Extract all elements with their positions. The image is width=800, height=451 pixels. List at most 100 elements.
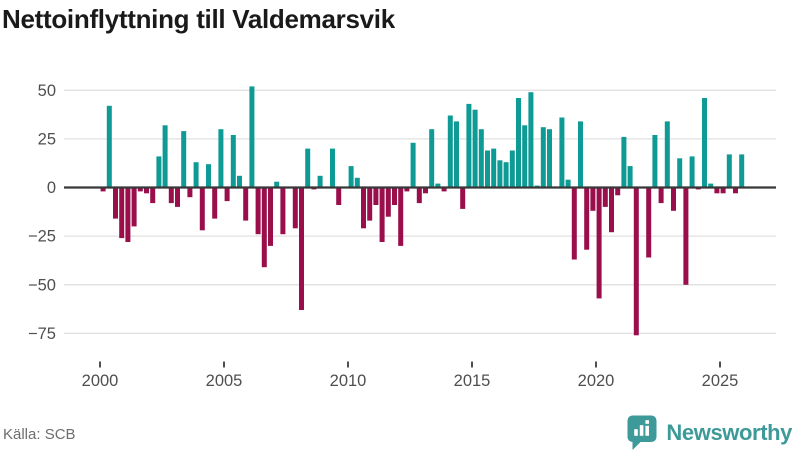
bar-2006-q2 bbox=[255, 187, 261, 235]
bar-2004-q3 bbox=[212, 187, 218, 219]
y-tick-label--25: −25 bbox=[28, 228, 56, 246]
bar-2022-q2 bbox=[652, 135, 658, 188]
bar-2024-q3 bbox=[708, 183, 714, 188]
y-tick-label-0: 0 bbox=[47, 179, 56, 197]
bar-2016-q2 bbox=[503, 162, 509, 188]
logo-bar-2 bbox=[640, 425, 644, 436]
bar-2019-q4 bbox=[590, 187, 596, 211]
newsworthy-bubble-barchart-icon bbox=[627, 415, 657, 450]
y-tick-label-50: 50 bbox=[38, 82, 56, 100]
bar-2004-q4 bbox=[218, 129, 224, 188]
bar-2008-q1 bbox=[299, 187, 304, 310]
x-tick-label-2005: 2005 bbox=[206, 372, 243, 390]
bar-2016-q4 bbox=[516, 98, 521, 188]
bar-2024-q4 bbox=[714, 187, 720, 194]
bar-2015-q3 bbox=[485, 150, 490, 188]
bar-2007-q4 bbox=[292, 187, 298, 229]
bar-2001-q1 bbox=[125, 187, 131, 242]
x-tick-label-2015: 2015 bbox=[454, 372, 491, 390]
bar-2012-q1 bbox=[398, 187, 404, 246]
y-tick-label--75: −75 bbox=[28, 325, 56, 343]
x-tick-label-2025: 2025 bbox=[702, 372, 739, 390]
x-tick-label-2000: 2000 bbox=[82, 372, 119, 390]
bar-2006-q1 bbox=[249, 86, 255, 188]
bar-2000-q3 bbox=[113, 187, 118, 219]
bar-2005-q3 bbox=[237, 175, 242, 188]
bar-2011-q1 bbox=[373, 187, 379, 205]
bar-2020-q1 bbox=[596, 187, 602, 299]
logo-exclamation-bar bbox=[645, 425, 650, 436]
bar-2025-q3 bbox=[733, 187, 738, 194]
bar-2013-q2 bbox=[429, 129, 435, 188]
bar-2010-q1 bbox=[348, 166, 354, 188]
bar-2002-q1 bbox=[150, 187, 156, 204]
newsworthy-wordmark: Newsworthy bbox=[666, 420, 792, 445]
bar-2013-q4 bbox=[441, 187, 447, 192]
logo-exclamation-dot bbox=[645, 420, 650, 424]
bar-2015-q2 bbox=[478, 129, 484, 188]
bar-2014-q4 bbox=[466, 103, 472, 188]
bar-2025-q4 bbox=[739, 154, 745, 188]
x-tick-label-2020: 2020 bbox=[578, 372, 615, 390]
bar-2011-q4 bbox=[392, 187, 397, 205]
bar-2008-q2 bbox=[305, 148, 311, 188]
bar-2001-q3 bbox=[137, 187, 143, 192]
bar-2018-q1 bbox=[547, 129, 552, 188]
bar-2020-q2 bbox=[602, 187, 608, 207]
bar-2000-q4 bbox=[119, 187, 125, 239]
bar-2010-q3 bbox=[361, 187, 366, 229]
bar-2025-q2 bbox=[726, 154, 732, 188]
bar-2009-q2 bbox=[330, 148, 335, 188]
bar-2007-q1 bbox=[274, 181, 280, 188]
bar-2018-q3 bbox=[559, 117, 565, 188]
bar-2022-q3 bbox=[658, 187, 664, 204]
bar-2000-q2 bbox=[106, 105, 112, 188]
bar-2002-q3 bbox=[162, 125, 168, 188]
bar-2023-q4 bbox=[689, 156, 695, 188]
bar-2003-q1 bbox=[175, 187, 180, 207]
bar-2012-q2 bbox=[404, 187, 410, 192]
bar-2025-q1 bbox=[720, 187, 726, 194]
bar-2021-q3 bbox=[633, 187, 639, 336]
bar-2010-q4 bbox=[367, 187, 373, 221]
bar-2007-q2 bbox=[280, 187, 286, 235]
y-tick-label--50: −50 bbox=[28, 276, 56, 294]
bar-2002-q2 bbox=[156, 156, 162, 188]
logo-bar-1 bbox=[634, 429, 639, 436]
bar-2009-q3 bbox=[336, 187, 342, 205]
bar-2023-q2 bbox=[677, 158, 683, 188]
bar-2011-q2 bbox=[379, 187, 385, 242]
bar-2010-q2 bbox=[354, 177, 360, 188]
bar-2013-q1 bbox=[423, 187, 428, 194]
chart-title: Nettoinflyttning till Valdemarsvik bbox=[2, 4, 395, 34]
bar-2019-q3 bbox=[584, 187, 590, 250]
bar-2023-q3 bbox=[683, 187, 689, 285]
bar-2020-q4 bbox=[615, 187, 621, 196]
bar-2021-q2 bbox=[627, 166, 633, 188]
bar-2019-q1 bbox=[571, 187, 577, 260]
bar-2021-q1 bbox=[621, 136, 627, 188]
x-tick-label-2010: 2010 bbox=[330, 372, 367, 390]
bar-2022-q4 bbox=[664, 121, 670, 188]
bar-2001-q4 bbox=[144, 187, 149, 194]
source-label: Källa: SCB bbox=[3, 426, 76, 443]
bar-2020-q3 bbox=[609, 187, 614, 233]
bar-2014-q2 bbox=[454, 121, 459, 188]
bar-2017-q1 bbox=[522, 125, 528, 188]
bar-2000-q1 bbox=[100, 187, 106, 192]
bar-2018-q4 bbox=[565, 179, 571, 188]
bar-2011-q3 bbox=[385, 187, 391, 217]
bar-2016-q1 bbox=[497, 160, 503, 188]
bar-2017-q2 bbox=[528, 92, 534, 188]
bar-2024-q2 bbox=[702, 98, 707, 188]
bar-2016-q3 bbox=[509, 150, 515, 188]
bar-2003-q2 bbox=[181, 131, 187, 188]
bar-2001-q2 bbox=[131, 187, 137, 227]
bar-2004-q2 bbox=[206, 164, 211, 188]
y-tick-label-25: 25 bbox=[38, 130, 56, 148]
bar-2012-q4 bbox=[416, 187, 422, 204]
bar-2015-q1 bbox=[472, 109, 478, 188]
bar-2005-q4 bbox=[243, 187, 249, 221]
bar-2004-q1 bbox=[199, 187, 205, 231]
